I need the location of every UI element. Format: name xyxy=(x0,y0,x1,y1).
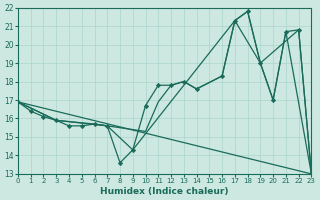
X-axis label: Humidex (Indice chaleur): Humidex (Indice chaleur) xyxy=(100,187,229,196)
